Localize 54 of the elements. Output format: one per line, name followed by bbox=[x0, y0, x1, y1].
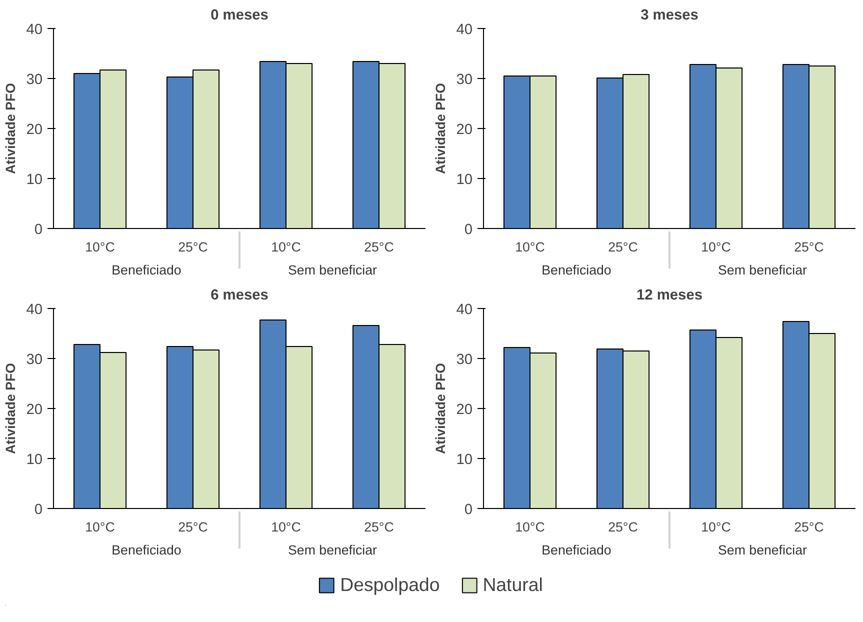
x-tick-label: 25°C bbox=[178, 520, 208, 534]
y-tick-label: 20 bbox=[26, 402, 43, 418]
x-tick-label: 25°C bbox=[794, 240, 824, 254]
y-axis-title: Atividade PFO bbox=[433, 362, 448, 454]
y-tick-label: 10 bbox=[26, 172, 43, 188]
chart-title: 12 meses bbox=[636, 288, 703, 304]
y-tick-label: 0 bbox=[34, 502, 43, 518]
y-axis-title: Atividade PFO bbox=[3, 362, 18, 454]
y-tick-label: 10 bbox=[26, 452, 43, 468]
chart-title: 3 meses bbox=[640, 8, 698, 24]
y-tick-label: 30 bbox=[26, 72, 43, 88]
y-axis-title: Atividade PFO bbox=[3, 82, 18, 174]
x-tick-label: 25°C bbox=[608, 520, 638, 534]
x-tick-label: 10°C bbox=[515, 520, 546, 534]
text: Beneficiado bbox=[112, 542, 182, 558]
y-tick-label: 30 bbox=[26, 352, 43, 368]
y-tick-label: 40 bbox=[26, 22, 43, 38]
x-tick-label: 25°C bbox=[608, 240, 638, 254]
chart-title: 0 meses bbox=[210, 8, 268, 24]
x-tick-label: 25°C bbox=[178, 240, 208, 254]
text: Sem beneficiar bbox=[288, 262, 378, 278]
y-tick-label: 10 bbox=[456, 172, 473, 188]
x-tick-label: 25°C bbox=[364, 520, 394, 534]
x-tick-label: 10°C bbox=[701, 240, 732, 254]
y-tick-label: 20 bbox=[456, 122, 473, 138]
y-tick-label: 30 bbox=[456, 352, 473, 368]
text: Beneficiado bbox=[542, 542, 612, 558]
x-tick-label: 10°C bbox=[85, 240, 116, 254]
x-tick-label: 10°C bbox=[271, 520, 302, 534]
legend-label: Despolpado bbox=[340, 574, 440, 596]
text: Sem beneficiar bbox=[288, 542, 378, 558]
legend-label: Natural bbox=[482, 574, 543, 596]
y-tick-label: 20 bbox=[26, 122, 43, 138]
y-tick-label: 30 bbox=[456, 72, 473, 88]
y-tick-label: 0 bbox=[464, 502, 473, 518]
text: Beneficiado bbox=[542, 262, 612, 278]
x-tick-label: 10°C bbox=[271, 240, 302, 254]
y-tick-label: 40 bbox=[26, 302, 43, 318]
x-tick-label: 25°C bbox=[794, 520, 824, 534]
x-tick-label: 10°C bbox=[85, 520, 116, 534]
y-tick-label: 0 bbox=[464, 222, 473, 238]
text: Sem beneficiar bbox=[718, 542, 808, 558]
text: Sem beneficiar bbox=[718, 262, 808, 278]
x-tick-label: 25°C bbox=[364, 240, 394, 254]
y-tick-label: 0 bbox=[34, 222, 43, 238]
chart-title: 6 meses bbox=[210, 288, 268, 304]
y-tick-label: 40 bbox=[456, 302, 473, 318]
y-tick-label: 40 bbox=[456, 22, 473, 38]
y-tick-label: 10 bbox=[456, 452, 473, 468]
y-axis-title: Atividade PFO bbox=[433, 82, 448, 174]
x-tick-label: 10°C bbox=[701, 520, 732, 534]
text: Beneficiado bbox=[112, 262, 182, 278]
y-tick-label: 20 bbox=[456, 402, 473, 418]
x-tick-label: 10°C bbox=[515, 240, 546, 254]
